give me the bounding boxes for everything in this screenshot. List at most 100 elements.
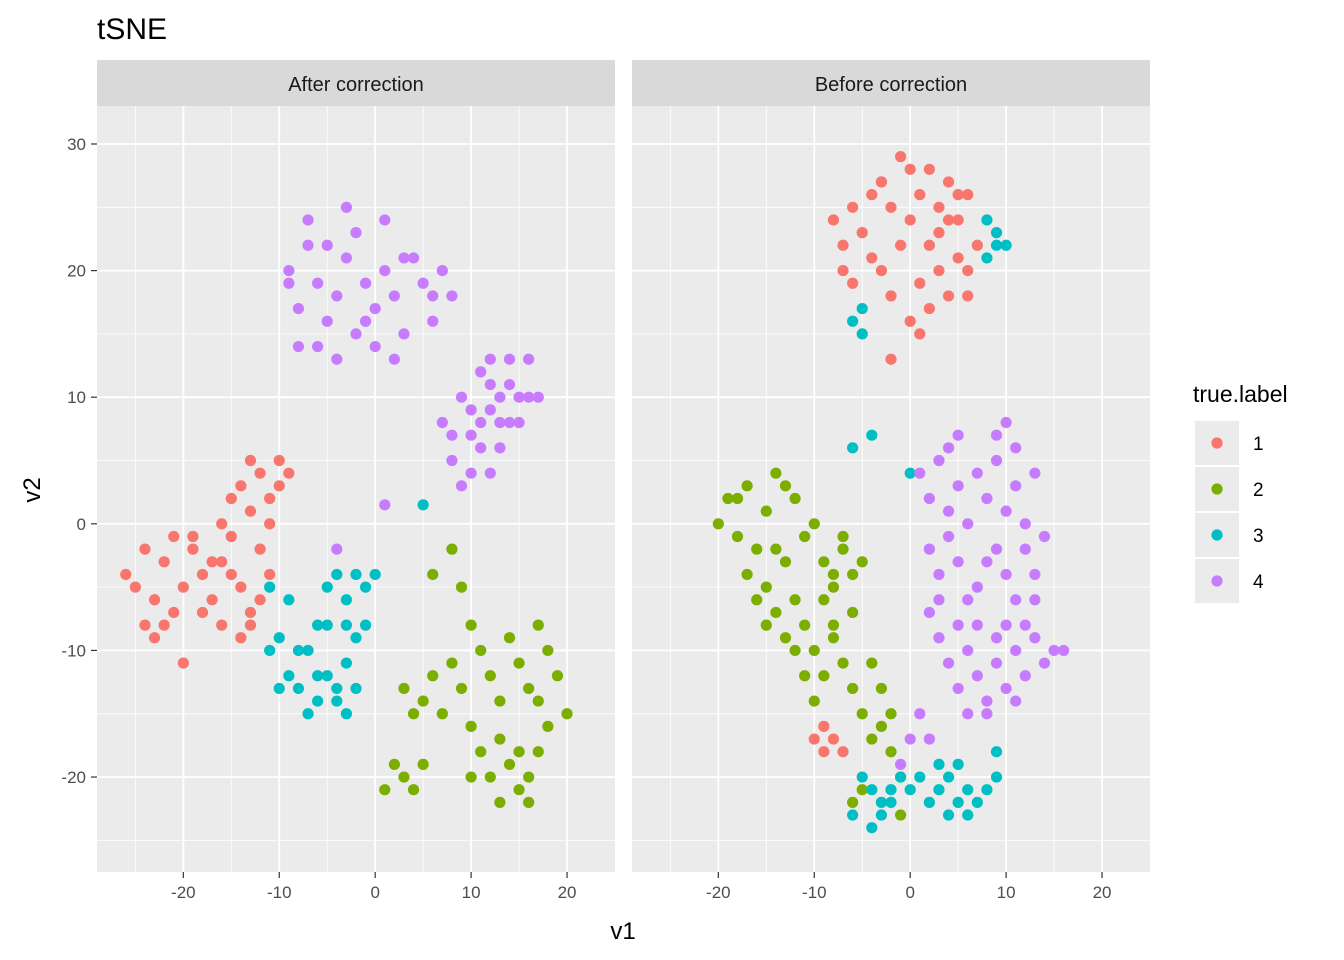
point-label-2 — [779, 632, 792, 644]
point-label-4 — [532, 391, 544, 403]
point-label-4 — [513, 416, 525, 429]
point-label-1 — [866, 189, 878, 201]
point-label-1 — [914, 328, 926, 340]
point-label-4 — [446, 290, 458, 302]
point-label-4 — [914, 708, 926, 720]
point-label-3 — [990, 239, 1003, 251]
point-label-4 — [990, 632, 1003, 644]
point-label-4 — [990, 454, 1003, 467]
point-label-1 — [216, 518, 228, 530]
point-label-4 — [427, 290, 439, 302]
point-label-1 — [952, 252, 964, 264]
point-label-1 — [225, 530, 237, 543]
point-label-2 — [731, 530, 744, 543]
x-tick-label: 0 — [370, 883, 379, 902]
point-label-4 — [475, 366, 487, 378]
point-label-3 — [962, 809, 974, 821]
point-label-2 — [446, 657, 458, 669]
point-label-2 — [542, 644, 554, 657]
point-label-1 — [283, 467, 295, 479]
point-label-4 — [388, 290, 400, 302]
point-label-3 — [962, 784, 974, 796]
point-label-1 — [894, 239, 907, 251]
point-label-3 — [894, 771, 907, 783]
point-label-1 — [923, 302, 935, 315]
point-label-1 — [139, 543, 151, 555]
point-label-4 — [292, 302, 305, 315]
point-label-4 — [942, 442, 955, 454]
point-label-1 — [866, 252, 878, 264]
point-label-2 — [818, 670, 830, 682]
point-label-3 — [875, 809, 888, 821]
point-label-2 — [866, 733, 878, 745]
point-label-2 — [465, 720, 477, 732]
point-label-1 — [254, 594, 266, 606]
point-label-2 — [847, 606, 859, 619]
point-label-4 — [933, 594, 945, 606]
point-label-3 — [866, 822, 878, 834]
point-label-1 — [933, 264, 945, 277]
point-label-2 — [484, 771, 496, 783]
point-label-2 — [875, 720, 888, 732]
point-label-4 — [981, 556, 993, 568]
point-label-2 — [827, 568, 840, 581]
point-label-2 — [503, 632, 516, 644]
point-label-1 — [914, 277, 926, 289]
x-tick-label: -10 — [267, 883, 292, 902]
point-label-4 — [503, 353, 516, 365]
point-label-4 — [475, 416, 487, 429]
point-label-2 — [484, 670, 496, 682]
point-label-3 — [302, 708, 314, 720]
point-label-4 — [981, 708, 993, 720]
x-tick-label: -10 — [802, 883, 827, 902]
legend-key-4 — [1211, 575, 1223, 587]
point-label-1 — [168, 530, 180, 543]
point-label-4 — [1019, 518, 1031, 530]
point-label-1 — [818, 746, 830, 758]
point-label-2 — [741, 568, 753, 581]
point-label-2 — [847, 682, 859, 695]
x-axis-title: v1 — [610, 918, 635, 945]
y-tick-label: -20 — [61, 768, 86, 787]
point-label-3 — [331, 682, 343, 695]
point-label-4 — [1029, 632, 1041, 644]
point-label-2 — [847, 796, 859, 808]
point-label-4 — [971, 670, 983, 682]
point-label-4 — [1038, 530, 1051, 543]
point-label-4 — [331, 543, 343, 555]
point-label-1 — [818, 720, 830, 732]
legend-label-4: 4 — [1253, 572, 1264, 593]
point-label-3 — [340, 594, 353, 606]
point-label-4 — [465, 404, 477, 416]
point-label-2 — [789, 492, 801, 505]
point-label-4 — [952, 556, 964, 568]
point-label-4 — [981, 492, 993, 505]
point-label-2 — [856, 556, 868, 568]
point-label-4 — [331, 290, 343, 302]
point-label-1 — [196, 568, 209, 581]
point-label-4 — [321, 315, 333, 327]
point-label-4 — [904, 733, 916, 745]
point-label-3 — [283, 594, 295, 606]
point-label-2 — [799, 619, 811, 631]
point-label-1 — [244, 505, 257, 517]
point-label-4 — [1010, 442, 1022, 454]
point-label-1 — [225, 492, 237, 505]
point-label-4 — [350, 227, 362, 239]
point-label-4 — [407, 252, 420, 264]
point-label-1 — [923, 163, 935, 175]
point-label-2 — [789, 644, 801, 657]
point-label-4 — [1000, 568, 1012, 581]
point-label-4 — [952, 682, 964, 695]
point-label-2 — [741, 480, 753, 492]
point-label-2 — [388, 758, 400, 770]
point-label-4 — [923, 606, 935, 619]
chart-title: tSNE — [97, 13, 167, 46]
point-label-3 — [866, 429, 878, 441]
point-label-2 — [523, 796, 535, 808]
point-label-1 — [962, 264, 974, 277]
point-label-4 — [1000, 416, 1012, 429]
point-label-4 — [1029, 594, 1041, 606]
point-label-2 — [770, 467, 782, 479]
point-label-3 — [942, 771, 955, 783]
